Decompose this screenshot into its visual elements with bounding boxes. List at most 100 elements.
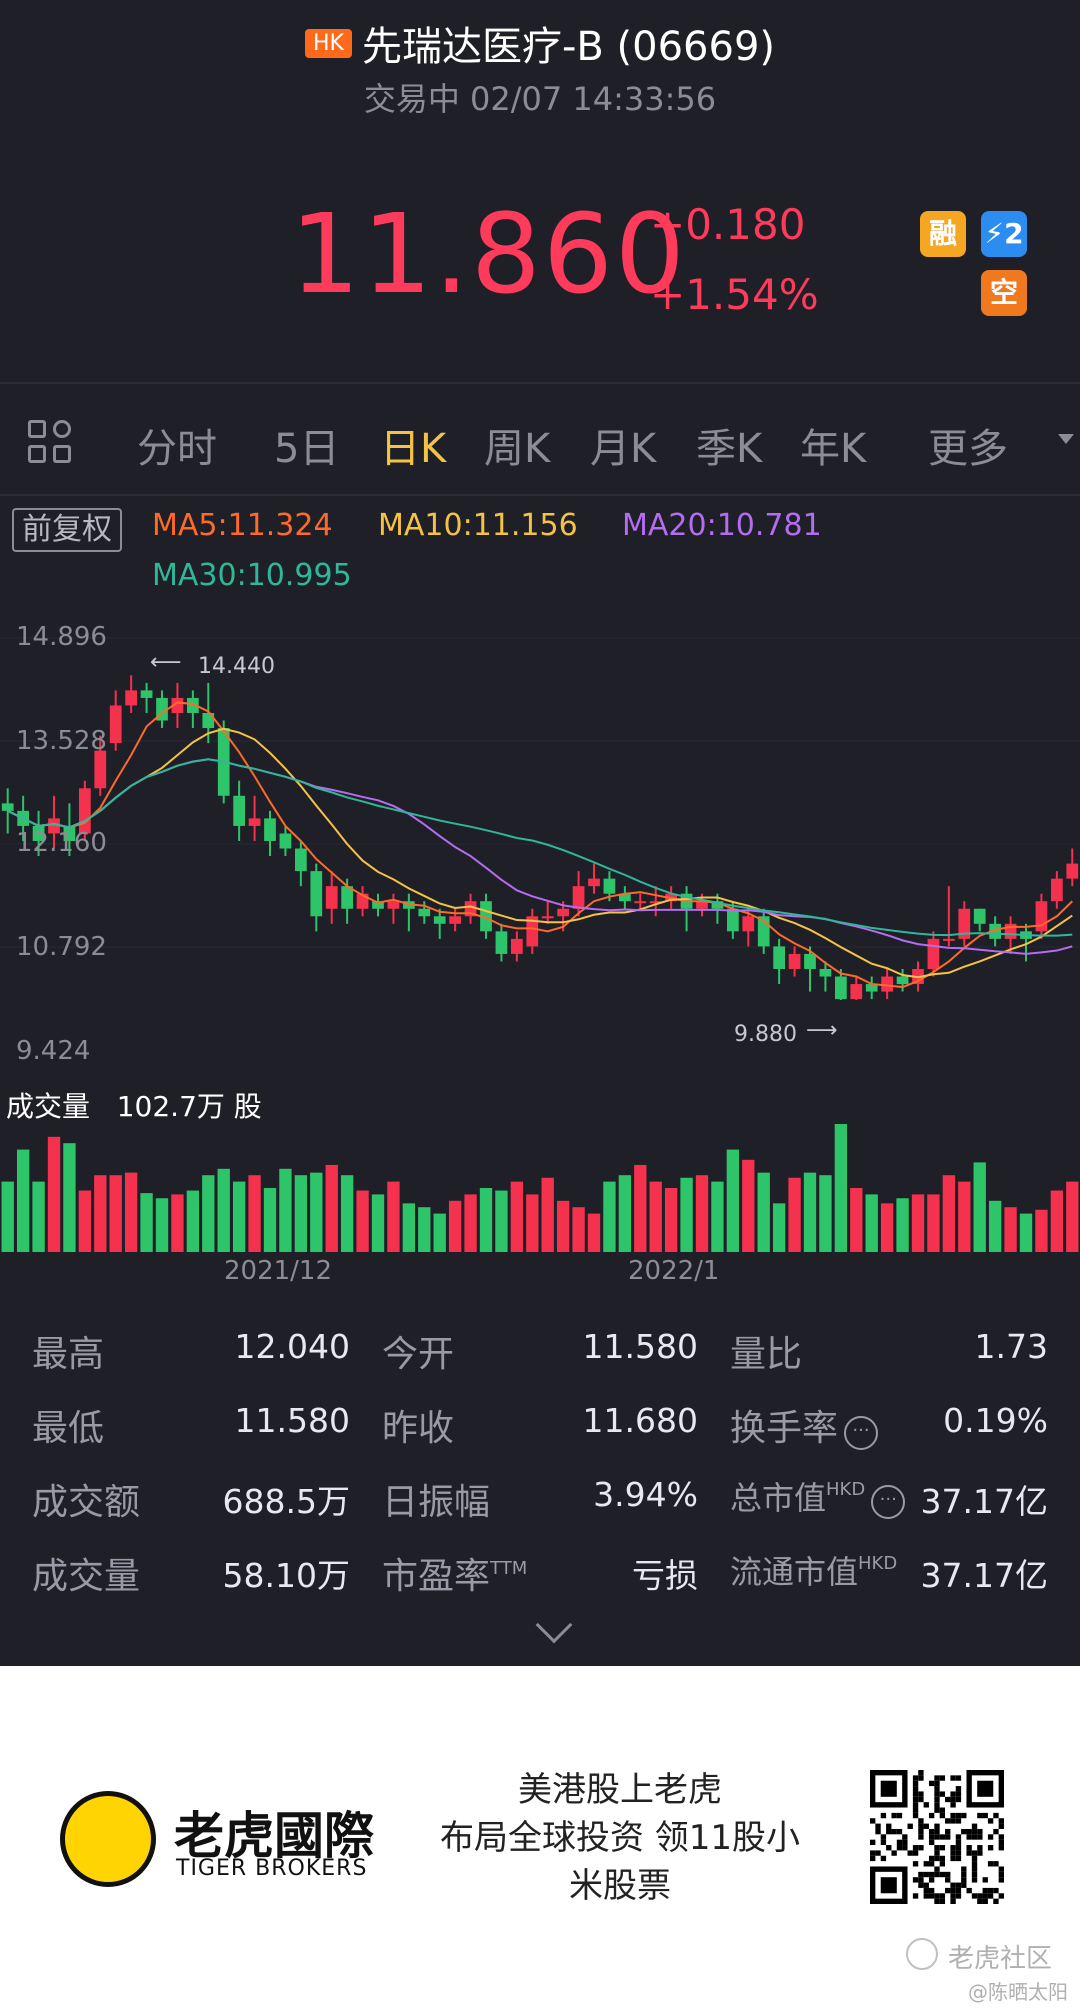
candle-body (217, 728, 230, 796)
qr-module (987, 1818, 994, 1824)
candle (896, 968, 909, 992)
volume-bar (340, 1175, 354, 1252)
qr-module (886, 1823, 892, 1829)
volume-bar (1035, 1209, 1048, 1252)
candle (773, 938, 786, 985)
volume-bar (32, 1181, 45, 1252)
qr-module (950, 1893, 956, 1899)
volume-bar (171, 1194, 184, 1252)
qr-module (923, 1882, 929, 1888)
stat-value: 0.19% (943, 1401, 1048, 1440)
volume-bar (649, 1181, 662, 1252)
qr-module (934, 1871, 940, 1878)
chevron-down-icon[interactable] (1058, 434, 1074, 444)
stat-value: 11.680 (582, 1401, 698, 1440)
qr-module (977, 1898, 983, 1904)
qr-module (912, 1845, 919, 1851)
qr-module (982, 1812, 988, 1819)
leverage-badge[interactable]: ⚡2 (981, 211, 1027, 257)
qr-module (955, 1775, 962, 1781)
candle (834, 968, 847, 1000)
candle-body (156, 697, 168, 721)
candle-body (572, 886, 585, 909)
volume-bar (356, 1190, 369, 1252)
volume-bar (202, 1175, 215, 1252)
candle (449, 908, 462, 932)
qr-module (987, 1887, 994, 1894)
candle-body (557, 908, 570, 917)
volume-bar (1, 1181, 14, 1252)
tab-more[interactable]: 更多 (928, 426, 1008, 472)
y-tick-label: 14.896 (16, 622, 107, 652)
qr-module (939, 1871, 946, 1878)
community-icon (906, 1938, 938, 1970)
volume-bar (742, 1159, 755, 1252)
margin-financing-badge[interactable]: 融 (920, 211, 966, 257)
qr-module (939, 1861, 946, 1867)
qr-module (977, 1850, 983, 1856)
adjust-type-button[interactable]: 前复权 (12, 508, 122, 552)
qr-module (934, 1786, 940, 1792)
qr-module (907, 1850, 913, 1856)
candle (325, 871, 338, 924)
qr-module (939, 1855, 946, 1862)
tab-intraday[interactable]: 分时 (137, 426, 217, 472)
candle (572, 871, 585, 917)
qr-module (912, 1802, 919, 1808)
high-arrow-icon: ⟵ (150, 650, 182, 675)
stat-label-turnover: 换手率 ··· (730, 1399, 879, 1451)
qr-module (950, 1812, 956, 1819)
stat-label-market-cap: 总市值HKD ··· (730, 1473, 906, 1519)
qr-module (939, 1807, 946, 1813)
candle-body (958, 908, 971, 939)
qr-module (971, 1828, 978, 1835)
volume-bar (757, 1172, 770, 1252)
candle (433, 908, 446, 939)
volume-bar (711, 1181, 724, 1252)
layout-grid-icon[interactable] (28, 420, 74, 466)
candle (603, 871, 616, 902)
expand-chevron-icon[interactable] (535, 1606, 573, 1644)
stat-value: 11.580 (582, 1327, 698, 1366)
short-selling-badge[interactable]: 空 (981, 270, 1027, 316)
candle-body (449, 916, 462, 924)
qr-module (880, 1855, 887, 1862)
qr-module (934, 1866, 940, 1872)
candle-body (78, 788, 91, 834)
qr-module (896, 1828, 903, 1835)
qr-module (896, 1845, 903, 1851)
candle (819, 961, 832, 992)
tab-daily-k[interactable]: 日K (380, 426, 447, 472)
qr-module (907, 1823, 913, 1829)
tab-quarterly-k[interactable]: 季K (696, 426, 763, 472)
qr-module (998, 1834, 1004, 1840)
qr-module (966, 1850, 972, 1856)
qr-module (918, 1775, 924, 1781)
info-icon[interactable]: ··· (844, 1416, 879, 1450)
volume-bar (186, 1190, 200, 1252)
qr-module (950, 1802, 956, 1808)
candle (958, 901, 971, 947)
tab-weekly-k[interactable]: 周K (484, 426, 551, 472)
info-icon[interactable]: ··· (871, 1485, 906, 1519)
tab-5day[interactable]: 5日 (274, 426, 340, 472)
volume-bar (479, 1188, 493, 1252)
qr-module (902, 1839, 908, 1846)
qr-module (870, 1855, 876, 1862)
volume-bar (634, 1164, 647, 1252)
stock-title[interactable]: 先瑞达医疗-B (06669) (361, 24, 776, 70)
tab-monthly-k[interactable]: 月K (590, 426, 657, 472)
qr-module (961, 1877, 967, 1883)
qr-module (955, 1855, 962, 1862)
volume-bar (526, 1194, 539, 1252)
qr-module (987, 1893, 994, 1899)
candle (217, 720, 230, 804)
qr-module (912, 1786, 919, 1792)
volume-chart[interactable] (0, 1120, 1080, 1260)
candle-body (696, 901, 708, 909)
qr-module (977, 1828, 983, 1835)
qr-module (955, 1845, 962, 1851)
tab-yearly-k[interactable]: 年K (800, 426, 867, 472)
candle (618, 886, 631, 909)
low-annotation: 9.880 (734, 1022, 797, 1047)
